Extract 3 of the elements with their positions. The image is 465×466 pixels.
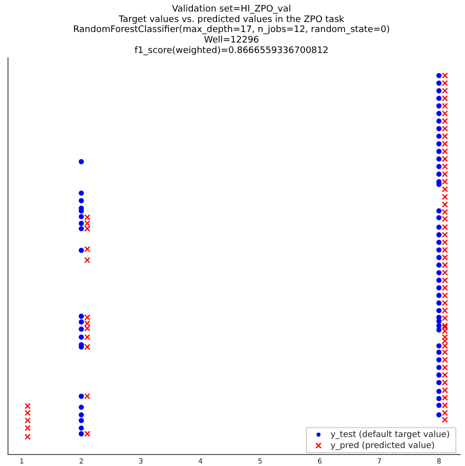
legend-label: y_test (default target value) [330, 430, 450, 440]
chart-title: Validation set=HI_ZPO_val Target values vs. predicted values in the ZPO task RandomForestClassifier(max_depth=17, n_jobs=12, random_state=0) Well=12296 f1_score(weighted)=0.8666559336700812 [73, 4, 390, 56]
legend-label: y_pred (predicted value) [330, 440, 435, 451]
